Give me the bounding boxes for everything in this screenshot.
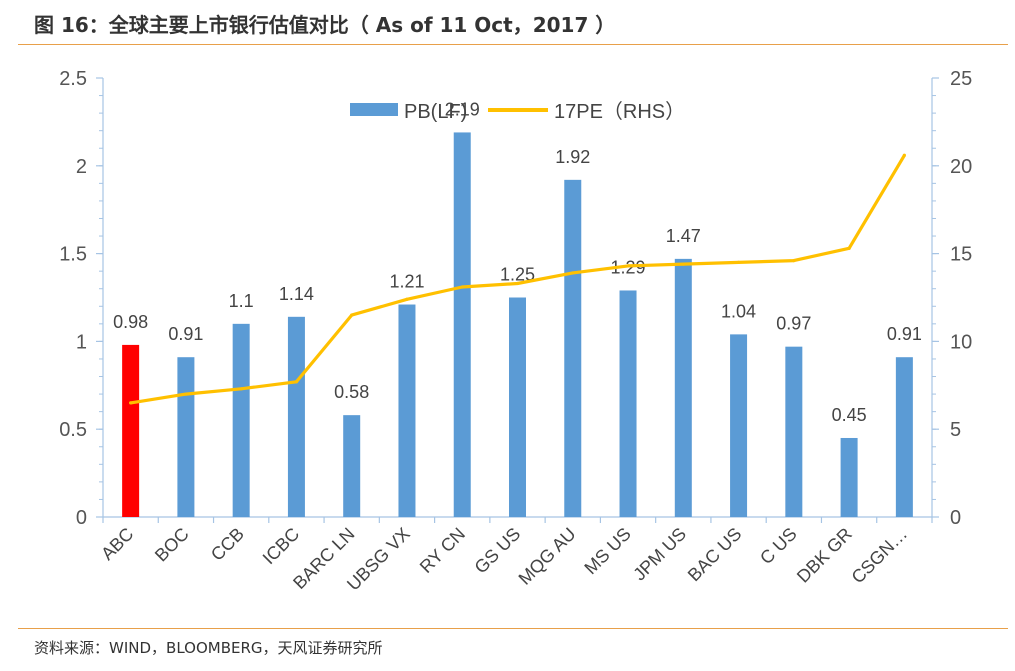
right-tick-label: 25	[950, 68, 972, 90]
category-label-bac-us: BAC US	[684, 524, 746, 586]
right-tick-label: 15	[950, 244, 972, 266]
legend-swatch-pb	[350, 103, 398, 116]
pe-line-series	[129, 153, 906, 405]
data-label-abc: 0.98	[113, 312, 148, 332]
category-label-csgn: CSGN…	[848, 524, 912, 588]
data-label-c-us: 0.97	[776, 314, 811, 334]
pe-point-bac-us	[736, 260, 741, 264]
bar-bac-us	[730, 334, 748, 517]
pe-point-mqg-au	[571, 271, 575, 275]
left-tick-label: 1.5	[59, 244, 87, 266]
right-tick-label: 20	[950, 156, 972, 178]
bar-ry-cn	[453, 132, 471, 517]
bar-ubsg-vx	[398, 304, 416, 517]
source-divider	[18, 628, 1008, 629]
bar-dbk-gr	[840, 437, 858, 517]
bar-barc-ln	[343, 415, 361, 517]
category-label-dbk-gr: DBK GR	[793, 524, 856, 587]
left-tick-label: 0	[76, 507, 87, 529]
bar-jpm-us	[674, 258, 692, 517]
data-label-ry-cn: 2.19	[445, 99, 480, 119]
bar-ms-us	[619, 290, 637, 517]
pe-point-dbk-gr	[847, 246, 851, 250]
category-label-ry-cn: RY CN	[416, 524, 469, 577]
pe-point-gs-us	[515, 281, 520, 286]
pb-bars	[122, 132, 913, 517]
category-label-mqg-au: MQG AU	[515, 524, 580, 589]
pe-point-barc-ln	[350, 313, 354, 317]
left-tick-label: 0.5	[59, 419, 87, 441]
category-label-c-us: C US	[756, 524, 801, 569]
bar-abc	[122, 344, 140, 517]
pe-point-c-us	[792, 259, 796, 263]
data-label-mqg-au: 1.92	[555, 147, 590, 167]
pe-point-csgn	[902, 153, 906, 157]
right-tick-label: 0	[950, 507, 961, 529]
category-label-abc: ABC	[97, 524, 137, 564]
data-label-gs-us: 1.25	[500, 265, 535, 285]
pe-point-icbc	[294, 380, 299, 384]
bar-boc	[177, 357, 195, 517]
pe-point-abc	[129, 401, 133, 405]
data-label-dbk-gr: 0.45	[832, 405, 867, 425]
pe-point-ccb	[239, 387, 243, 391]
legend-label-pe: 17PE（RHS）	[554, 100, 685, 123]
bar-mqg-au	[564, 179, 582, 517]
data-label-bac-us: 1.04	[721, 301, 756, 321]
bar-gs-us	[509, 297, 526, 517]
pb-data-labels: 0.980.911.11.140.581.212.191.251.921.291…	[113, 99, 922, 425]
data-label-ubsg-vx: 1.21	[389, 272, 424, 292]
pe-point-jpm-us	[681, 262, 685, 266]
data-label-ccb: 1.1	[229, 291, 254, 311]
data-label-csgn: 0.91	[887, 324, 922, 344]
bar-icbc	[287, 316, 305, 517]
left-tick-label: 2.5	[59, 68, 87, 90]
category-label-ccb: CCB	[207, 524, 248, 565]
source-note: 资料来源：WIND，BLOOMBERG，天风证券研究所	[34, 639, 383, 657]
data-label-jpm-us: 1.47	[666, 226, 701, 246]
category-label-icbc: ICBC	[259, 524, 304, 569]
right-tick-label: 10	[950, 331, 972, 353]
legend: PB(LF) 17PE（RHS）	[350, 100, 685, 123]
pe-point-boc	[184, 392, 188, 396]
category-label-jpm-us: JPM US	[629, 524, 690, 585]
data-label-boc: 0.91	[168, 324, 203, 344]
pe-point-ry-cn	[460, 285, 464, 289]
legend-label-pb: PB(LF)	[404, 101, 467, 123]
data-label-barc-ln: 0.58	[334, 382, 369, 402]
right-tick-label: 5	[950, 419, 961, 441]
page-title: 图 16：全球主要上市银行估值对比（ As of 11 Oct，2017 ）	[34, 13, 616, 37]
data-label-icbc: 1.14	[279, 284, 314, 304]
bar-csgn	[895, 357, 913, 517]
bar-c-us	[785, 346, 803, 517]
category-label-gs-us: GS US	[471, 524, 525, 578]
pe-point-ubsg-vx	[405, 297, 409, 301]
pe-point-ms-us	[626, 264, 630, 268]
left-tick-label: 2	[76, 156, 87, 178]
category-label-boc: BOC	[151, 524, 193, 566]
category-label-ms-us: MS US	[580, 524, 634, 578]
title-divider	[18, 44, 1008, 45]
bar-ccb	[232, 323, 250, 517]
left-tick-label: 1	[76, 331, 87, 353]
